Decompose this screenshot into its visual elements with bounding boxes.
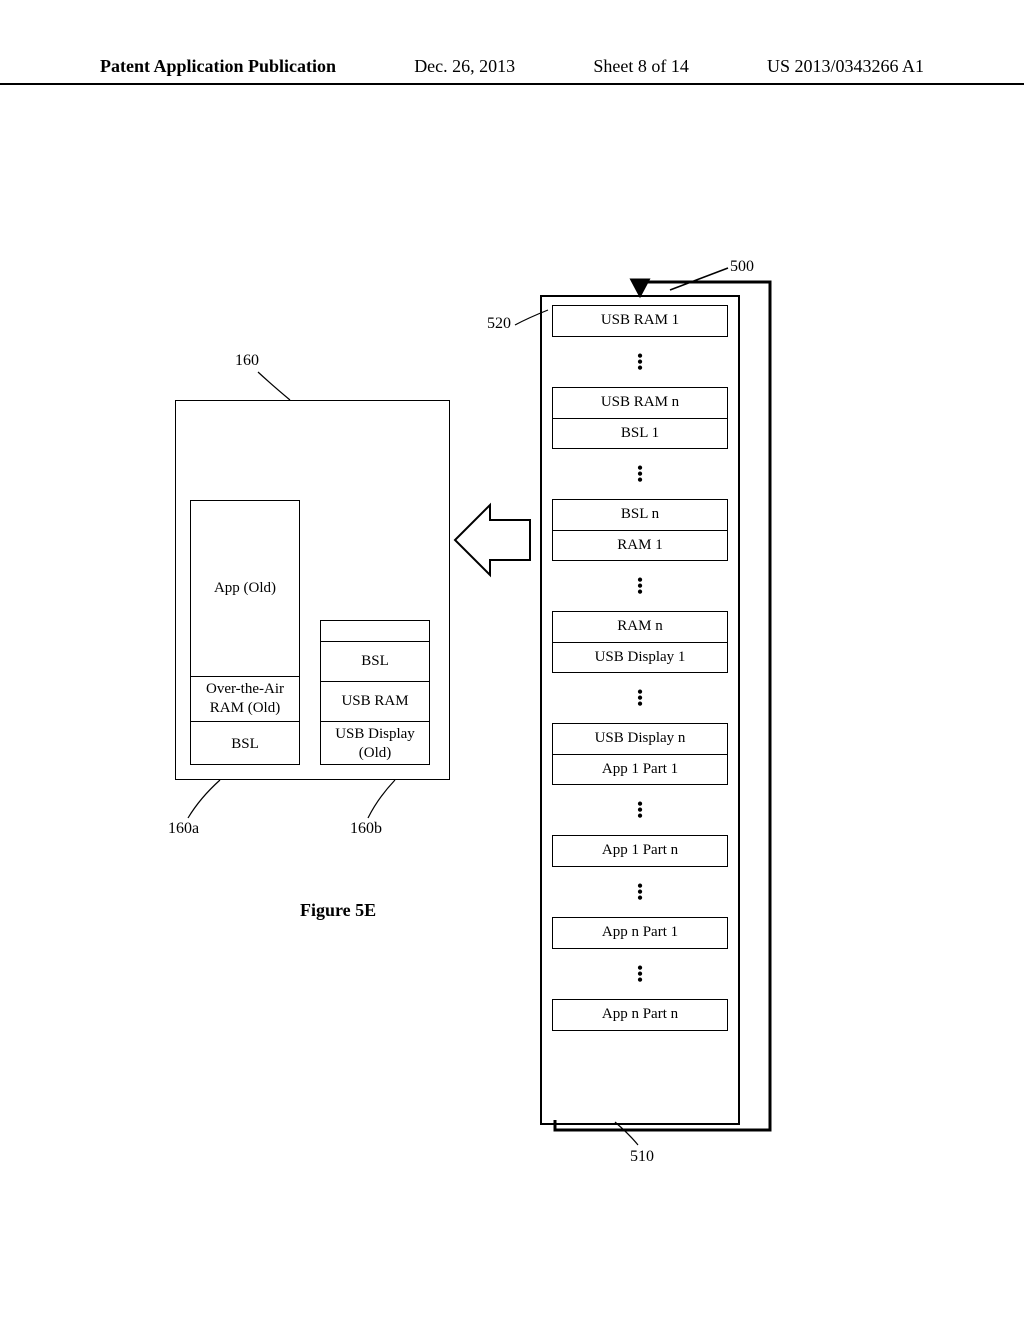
ref-160b: 160b (350, 820, 382, 838)
stack-160a: App (Old) Over-the-AirRAM (Old) BSL (190, 500, 300, 765)
cell-usb-disp-n: USB Display n (553, 724, 727, 754)
figure-label: Figure 5E (300, 900, 376, 921)
cell-right-usb-disp-old: USB Display(Old) (321, 721, 429, 766)
cell-ram-n: RAM n (553, 612, 727, 642)
cell-ram-1: RAM 1 (553, 530, 727, 560)
vdots-icon: ••• (542, 875, 738, 909)
cell-bsl-n: BSL n (553, 500, 727, 530)
vdots-icon: ••• (542, 569, 738, 603)
cell-usb-disp-1: USB Display 1 (553, 642, 727, 672)
group-bsl-ram: BSL n RAM 1 (552, 499, 728, 561)
callout-510-icon (615, 1122, 638, 1145)
cell-bsl-1: BSL 1 (553, 418, 727, 448)
cell-appn-p1: App n Part 1 (553, 918, 727, 948)
vdots-icon: ••• (542, 681, 738, 715)
cell-bsl: BSL (191, 721, 299, 766)
memory-map-column: USB RAM 1 ••• USB RAM n BSL 1 ••• BSL n … (540, 295, 740, 1125)
ref-520: 520 (487, 315, 511, 333)
cell-right-bsl: BSL (321, 641, 429, 681)
cell-ota-ram-old: Over-the-AirRAM (Old) (191, 676, 299, 721)
vdots-icon: ••• (542, 457, 738, 491)
group-app1-pn: App 1 Part n (552, 835, 728, 867)
cell-right-blank (321, 621, 429, 641)
cell-usb-ram-1: USB RAM 1 (553, 306, 727, 336)
vdots-icon: ••• (542, 345, 738, 379)
callout-500-icon (670, 268, 728, 290)
cell-app-old: App (Old) (191, 501, 299, 676)
cell-app1-p1: App 1 Part 1 (553, 754, 727, 784)
figure-canvas: 500 520 510 160 160a 160b Figure 5E USB … (0, 0, 1024, 1320)
group-usb-ram-bsl: USB RAM n BSL 1 (552, 387, 728, 449)
callout-160a-icon (188, 780, 220, 818)
vdots-icon: ••• (542, 957, 738, 991)
cell-app1-pn: App 1 Part n (553, 836, 727, 866)
ref-160: 160 (235, 352, 259, 370)
cell-usb-ram-n: USB RAM n (553, 388, 727, 418)
group-appn-pn: App n Part n (552, 999, 728, 1031)
callout-160-icon (258, 372, 290, 400)
cell-right-usb-ram: USB RAM (321, 681, 429, 721)
transfer-arrow-icon (455, 505, 530, 575)
group-disp-app: USB Display n App 1 Part 1 (552, 723, 728, 785)
group-usb-ram: USB RAM 1 (552, 305, 728, 337)
ref-500: 500 (730, 258, 754, 276)
cell-appn-pn: App n Part n (553, 1000, 727, 1030)
stack-160b: BSL USB RAM USB Display(Old) (320, 620, 430, 765)
callout-160b-icon (368, 780, 395, 818)
overlay-svg (0, 0, 1024, 1320)
group-appn-p1: App n Part 1 (552, 917, 728, 949)
group-ram-disp: RAM n USB Display 1 (552, 611, 728, 673)
ref-510: 510 (630, 1148, 654, 1166)
vdots-icon: ••• (542, 793, 738, 827)
ref-160a: 160a (168, 820, 199, 838)
